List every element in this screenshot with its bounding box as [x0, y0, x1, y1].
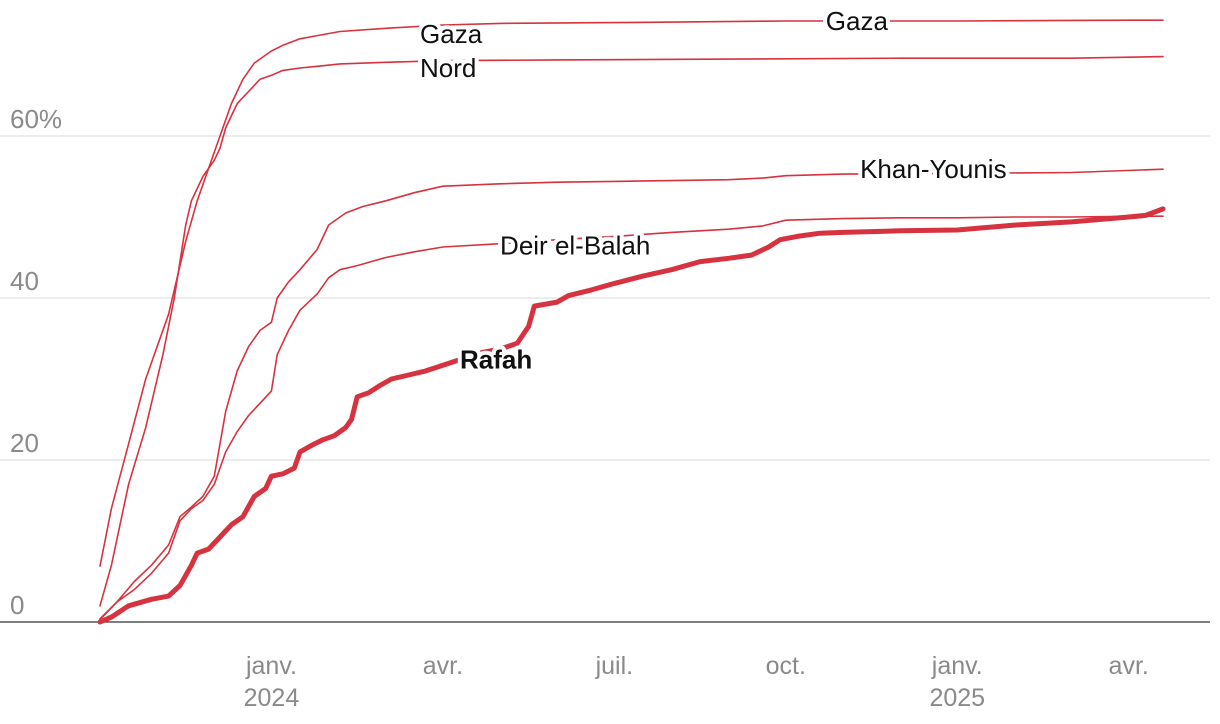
y-tick-label: 40	[10, 266, 39, 296]
x-tick-label: juil.	[595, 652, 634, 680]
series-label-deir-el-balah: Deir el-Balah	[500, 230, 650, 260]
series-label-khan-younis: Khan-Younis	[860, 154, 1007, 184]
x-tick-year: 2024	[244, 684, 300, 712]
x-tick-label: janv.	[245, 652, 297, 680]
series-line-rafah	[97, 206, 1166, 625]
x-tick-label: janv.	[931, 652, 983, 680]
x-tick-label: avr.	[423, 652, 463, 680]
series-line-gaza	[99, 19, 1164, 567]
series-label-gaza: Gaza	[826, 6, 889, 36]
y-axis-ticks: 0 20 40 60%	[10, 104, 62, 620]
series-label-gaza-nord: Nord	[420, 53, 476, 83]
y-tick-label: 20	[10, 428, 39, 458]
x-axis-ticks: janv. 2024 avr. juil. oct. janv. 2025 avr.	[244, 652, 1149, 712]
gridlines	[0, 135, 1210, 623]
x-tick-label: oct.	[766, 652, 806, 680]
series-line-khan-younis	[99, 168, 1164, 620]
x-tick-label: avr.	[1109, 652, 1149, 680]
series-label-rafah: Rafah	[460, 345, 532, 375]
series-label-gaza-nord: Gaza	[420, 19, 483, 49]
y-tick-label: 0	[10, 590, 24, 620]
series-line-deir-el-balah	[99, 215, 1164, 621]
x-tick-year: 2025	[929, 684, 985, 712]
y-tick-label: 60%	[10, 104, 62, 134]
series-line-gaza-nord	[99, 55, 1164, 607]
series-lines	[97, 19, 1166, 625]
series-labels: Gaza Gaza Nord Khan-Younis Deir el-Balah Rafa…	[416, 2, 1011, 379]
